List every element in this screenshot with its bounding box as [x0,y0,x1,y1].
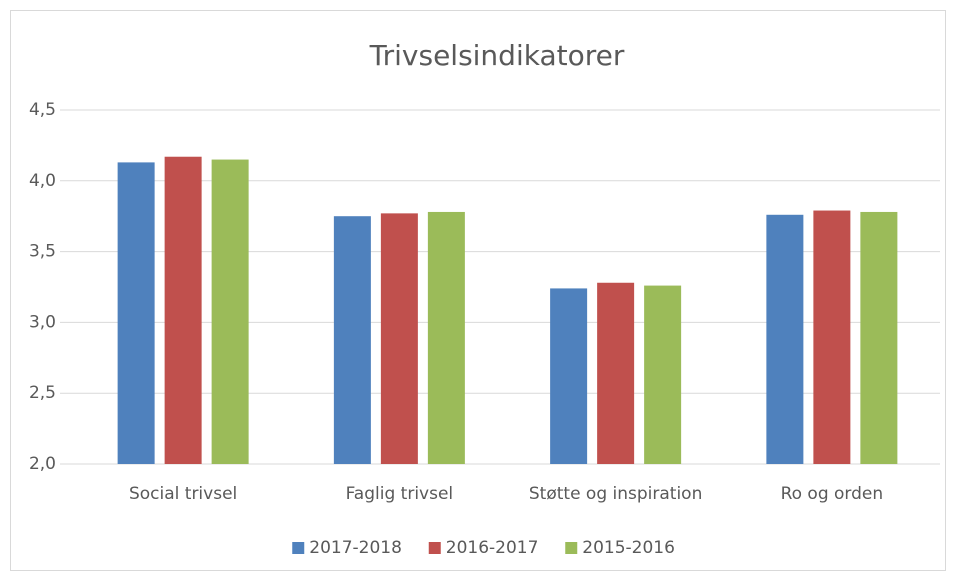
x-tick-label: Ro og orden [781,484,884,504]
bar [766,214,804,464]
bar [164,156,202,464]
bar [427,211,465,464]
bar [813,210,851,464]
y-tick-label: 2,0 [29,454,56,474]
legend-swatch [428,542,441,554]
legend-label: 2017-2018 [309,538,402,558]
bar [550,288,588,464]
bar [380,213,418,464]
y-tick-label: 4,5 [29,100,56,120]
legend-swatch [292,542,305,554]
y-tick-label: 3,0 [29,312,56,332]
bar [597,282,635,464]
x-tick-label: Faglig trivsel [346,484,454,504]
bar [333,216,371,464]
y-tick-label: 2,5 [29,383,56,403]
bar [211,159,249,464]
legend-label: 2016-2017 [446,538,539,558]
x-tick-label: Social trivsel [129,484,237,504]
bar [644,285,682,464]
bar [117,162,155,464]
y-tick-label: 4,0 [29,171,56,191]
legend-swatch [565,542,578,554]
bar [860,211,898,464]
legend-label: 2015-2016 [582,538,675,558]
y-tick-label: 3,5 [29,242,56,262]
chart-title: Trivselsindikatorer [369,39,625,72]
x-tick-label: Støtte og inspiration [529,484,703,504]
